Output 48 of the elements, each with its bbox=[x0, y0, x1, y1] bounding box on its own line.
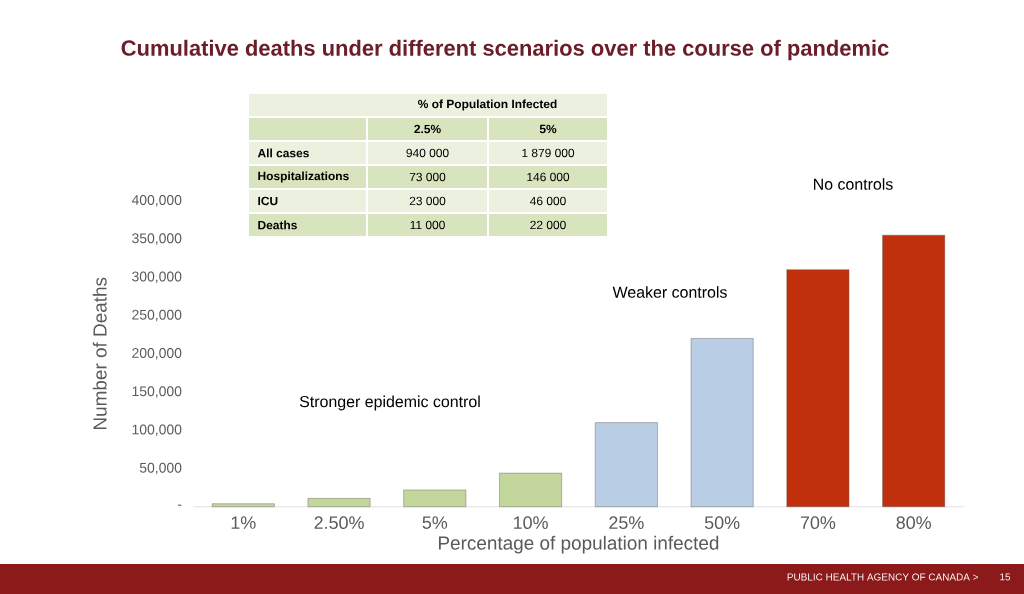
bar bbox=[499, 472, 562, 507]
text: 15 bbox=[1000, 573, 1011, 581]
x-tick-label: 2.50% bbox=[314, 516, 364, 529]
category-label: Hospitalizations bbox=[258, 171, 349, 183]
text: 940 000 bbox=[406, 148, 449, 158]
category-label: 5% bbox=[539, 124, 557, 134]
text: 1 879 000 bbox=[522, 148, 575, 158]
bar bbox=[690, 338, 754, 507]
text: 146 000 bbox=[527, 172, 570, 182]
y-tick-label: 300,000 bbox=[132, 271, 182, 284]
x-tick-label: 80% bbox=[896, 516, 931, 529]
category-label: ICU bbox=[258, 196, 278, 206]
bar bbox=[307, 498, 371, 507]
y-tick-label: 150,000 bbox=[132, 386, 182, 398]
text: 46 000 bbox=[530, 196, 566, 206]
text: % of Population Infected bbox=[418, 99, 557, 111]
y-tick-label: 100,000 bbox=[132, 424, 182, 437]
chart-title: Cumulative deaths under different scenarios over the course of pandemic bbox=[121, 39, 889, 61]
annotation: Weaker controls bbox=[612, 286, 727, 298]
y-tick-label: 250,000 bbox=[132, 309, 182, 322]
category-label: Deaths bbox=[258, 220, 297, 230]
x-tick-label: 70% bbox=[800, 516, 836, 529]
bar bbox=[882, 235, 945, 507]
y-tick-label: - bbox=[177, 504, 182, 506]
y-tick-label: 200,000 bbox=[132, 348, 182, 360]
category-label: All cases bbox=[257, 148, 309, 158]
text: 22 000 bbox=[530, 220, 566, 230]
text: 11 000 bbox=[410, 220, 445, 230]
y-axis-title: Number of Deaths bbox=[92, 277, 107, 430]
text: No controls bbox=[814, 178, 893, 190]
y-tick-label: 350,000 bbox=[132, 233, 182, 245]
category-label: 2.5% bbox=[414, 124, 441, 134]
annotation: Stronger epidemic control bbox=[299, 395, 480, 411]
x-tick-label: 25% bbox=[609, 516, 644, 529]
bar bbox=[211, 503, 275, 507]
text: 73 000 bbox=[409, 172, 446, 182]
x-tick-label: 50% bbox=[704, 516, 740, 529]
text: 23 000 bbox=[409, 196, 446, 206]
bar bbox=[786, 269, 850, 507]
text: PUBLIC HEALTH AGENCY OF CANADA > bbox=[787, 573, 978, 581]
y-tick-label: 50,000 bbox=[139, 462, 182, 475]
bar bbox=[595, 422, 658, 507]
y-tick-label: 400,000 bbox=[131, 195, 182, 207]
x-axis-title: Percentage of population infected bbox=[438, 535, 719, 554]
x-tick-label: 1% bbox=[231, 516, 256, 529]
x-tick-label: 5% bbox=[422, 516, 448, 529]
x-tick-label: 10% bbox=[514, 516, 548, 529]
bar bbox=[403, 489, 467, 507]
